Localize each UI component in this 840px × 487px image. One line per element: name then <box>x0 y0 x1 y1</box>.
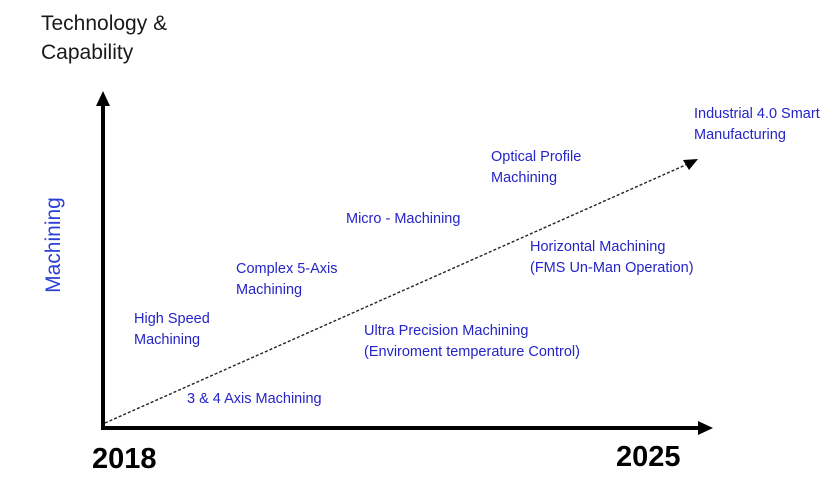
stage-ultra-precision: Ultra Precision Machining (Enviroment te… <box>364 323 580 360</box>
diagram-title: Technology & Capability <box>41 9 167 67</box>
y-axis-arrowhead <box>96 91 110 106</box>
title-line-2: Capability <box>41 41 134 64</box>
stage-3-4-axis: 3 & 4 Axis Machining <box>187 391 322 407</box>
stage-high-speed: High Speed Machining <box>134 311 210 348</box>
stage-complex-5-axis: Complex 5-Axis Machining <box>236 261 338 298</box>
title-line-1: Technology & <box>41 12 168 35</box>
trend-arrowhead <box>683 159 698 170</box>
stage-optical-profile: Optical Profile Machining <box>491 149 582 186</box>
stage-industrial-4-0: Industrial 4.0 Smart Manufacturing <box>694 106 820 143</box>
x-axis-end-year: 2025 <box>616 441 681 473</box>
x-axis-start-year: 2018 <box>92 443 157 475</box>
x-axis-arrowhead <box>698 421 713 435</box>
stage-horizontal-machining: Horizontal Machining (FMS Un-Man Operati… <box>530 239 694 276</box>
trend-line-dotted <box>104 162 691 424</box>
stage-micro-machining: Micro - Machining <box>346 211 461 227</box>
